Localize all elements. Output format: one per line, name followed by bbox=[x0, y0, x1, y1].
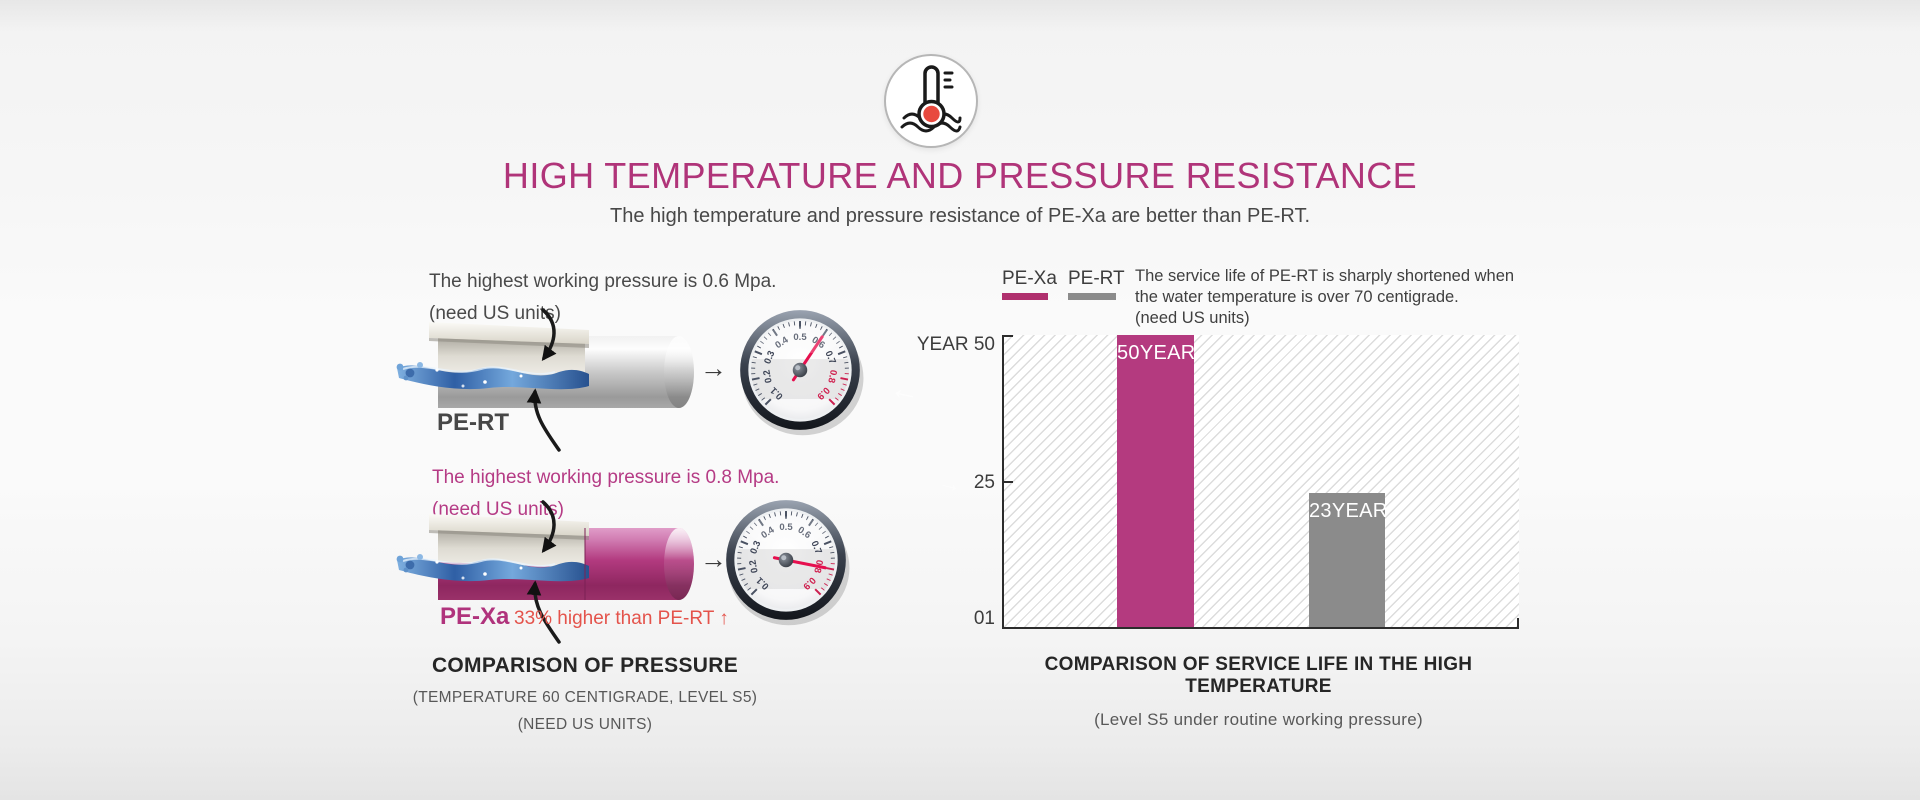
svg-text:0.7: 0.7 bbox=[809, 539, 824, 555]
svg-text:0.5: 0.5 bbox=[779, 522, 793, 533]
legend-item-pert: PE-RT bbox=[1068, 268, 1128, 300]
pressure-caption-title: COMPARISON OF PRESSURE bbox=[431, 654, 739, 677]
svg-text:0.2: 0.2 bbox=[761, 369, 774, 384]
pert-pressure-gauge: 0.10.20.30.40.50.60.70.80.9 bbox=[740, 310, 864, 436]
svg-text:0.3: 0.3 bbox=[762, 349, 777, 365]
pert-water-pointer-arrow bbox=[526, 388, 561, 452]
axis-tick-right bbox=[1517, 618, 1519, 627]
pexa-pressure-note-line2: (need US units) bbox=[432, 499, 565, 520]
service-life-note-line2: the water temperature is over 70 centigr… bbox=[1135, 288, 1459, 306]
legend-label-pexa: PE-Xa bbox=[1002, 268, 1057, 289]
service-life-caption: COMPARISON OF SERVICE LIFE IN THE HIGH T… bbox=[1000, 654, 1517, 739]
pert-pipe-illustration bbox=[396, 308, 694, 452]
service-life-caption-title: COMPARISON OF SERVICE LIFE IN THE HIGH T… bbox=[1044, 654, 1473, 697]
legend-swatch-pert bbox=[1068, 293, 1116, 300]
decorative-arrow-icon: ← bbox=[887, 371, 924, 410]
pert-pressure-note-line1: The highest working pressure is 0.6 Mpa. bbox=[429, 271, 777, 292]
axis-tick-25 bbox=[1004, 481, 1013, 483]
page-subtitle: The high temperature and pressure resist… bbox=[610, 205, 1310, 227]
pexa-note-pointer-arrow bbox=[541, 500, 557, 553]
bar-pert: 23YEAR bbox=[1309, 493, 1388, 627]
service-life-caption-condition: (Level S5 under routine working pressure… bbox=[1094, 710, 1423, 729]
pert-to-gauge-arrow-icon: → bbox=[700, 353, 727, 383]
svg-text:0.8: 0.8 bbox=[825, 369, 838, 384]
thermometer-icon bbox=[884, 54, 978, 148]
pressure-caption: COMPARISON OF PRESSURE (TEMPERATURE 60 C… bbox=[330, 654, 840, 743]
pressure-caption-units: (NEED US UNITS) bbox=[517, 716, 653, 733]
pexa-pipe-illustration bbox=[396, 500, 694, 644]
pressure-caption-condition: (TEMPERATURE 60 CENTIGRADE, LEVEL S5) bbox=[412, 689, 758, 706]
pexa-water-pointer-arrow bbox=[526, 580, 561, 644]
pexa-pressure-note-line1: The highest working pressure is 0.8 Mpa. bbox=[432, 467, 780, 488]
bar-label-pert: 23YEAR bbox=[1309, 500, 1388, 522]
svg-text:0.5: 0.5 bbox=[793, 332, 807, 343]
y-axis-label-25: 25 bbox=[973, 472, 995, 493]
bar-label-pexa: 50YEAR bbox=[1117, 342, 1196, 364]
page-title: HIGH TEMPERATURE AND PRESSURE RESISTANCE bbox=[502, 155, 1418, 196]
pexa-to-gauge-arrow-icon: → bbox=[700, 544, 727, 574]
service-life-note-line1: The service life of PE-RT is sharply sho… bbox=[1135, 267, 1515, 285]
service-life-note-line3: (need US units) bbox=[1135, 309, 1250, 327]
svg-text:0.3: 0.3 bbox=[748, 539, 763, 555]
pert-label: PE-RT bbox=[437, 409, 509, 436]
pexa-comparison-note: 33% higher than PE-RT ↑ bbox=[514, 608, 729, 629]
axis-tick-50 bbox=[1004, 335, 1013, 337]
pert-pressure-note-line2: (need US units) bbox=[429, 303, 562, 324]
legend-item-pexa: PE-Xa bbox=[1002, 268, 1062, 300]
pexa-label: PE-Xa bbox=[440, 603, 510, 630]
legend-swatch-pexa bbox=[1002, 293, 1048, 300]
svg-text:0.2: 0.2 bbox=[747, 559, 760, 574]
bar-pexa: 50YEAR bbox=[1117, 335, 1196, 627]
pexa-pressure-gauge: 0.10.20.30.4 0.5 0.60.70.80.9 bbox=[726, 500, 850, 626]
thermometer-icon-glyph bbox=[900, 65, 962, 133]
service-life-note: The service life of PE-RT is sharply sho… bbox=[1135, 266, 1555, 329]
life-chart-plot: 50YEAR 23YEAR bbox=[1002, 335, 1519, 629]
svg-text:0.7: 0.7 bbox=[823, 349, 838, 365]
y-axis-label-01: 01 bbox=[973, 608, 995, 629]
y-axis-label-50: YEAR 50 bbox=[916, 334, 995, 355]
pert-note-pointer-arrow bbox=[541, 308, 557, 361]
legend-label-pert: PE-RT bbox=[1068, 268, 1125, 289]
